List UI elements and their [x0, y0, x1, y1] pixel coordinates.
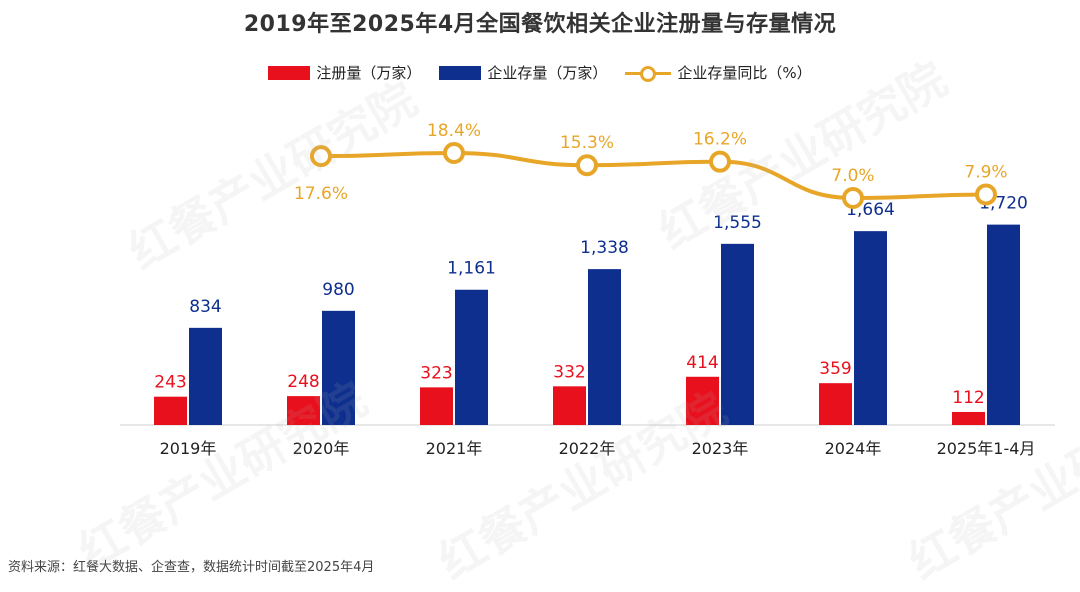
bar-registrations — [420, 387, 453, 425]
bar-registrations — [819, 383, 852, 425]
data-label-registrations: 323 — [420, 363, 452, 383]
point-yoy — [975, 183, 997, 206]
legend-swatch-stock — [439, 65, 482, 80]
data-label-registrations: 112 — [952, 388, 984, 408]
data-label-yoy: 17.6% — [294, 184, 348, 204]
point-yoy — [576, 154, 598, 177]
bar-registrations — [287, 396, 320, 425]
data-label-registrations: 359 — [819, 359, 851, 379]
data-label-registrations: 243 — [154, 373, 186, 393]
bar-stock — [854, 231, 887, 425]
data-label-stock: 1,555 — [713, 213, 762, 233]
legend-label-registrations: 注册量（万家） — [316, 64, 422, 82]
bar-registrations — [154, 396, 187, 425]
bar-stock — [588, 269, 621, 425]
x-tick-label: 2023年 — [692, 439, 749, 458]
data-label-registrations: 248 — [287, 372, 319, 392]
point-yoy — [310, 145, 332, 168]
data-label-yoy: 16.2% — [693, 130, 747, 150]
line-yoy — [320, 150, 987, 201]
data-label-yoy: 7.9% — [964, 162, 1007, 182]
legend-label-stock: 企业存量（万家） — [487, 64, 608, 82]
bar-registrations — [952, 411, 985, 425]
data-label-yoy: 7.0% — [831, 166, 874, 186]
bar-stock — [721, 243, 754, 425]
chart-legend: 注册量（万家） 企业存量（万家） 企业存量同比（%） — [0, 62, 1080, 83]
point-yoy — [709, 150, 731, 173]
x-tick-label: 2024年 — [825, 439, 882, 458]
x-tick-label: 2019年 — [160, 439, 217, 458]
x-tick-label: 2025年1-4月 — [937, 439, 1036, 458]
bar-stock — [189, 327, 222, 425]
bar-stock — [322, 310, 355, 425]
point-yoy — [443, 142, 465, 164]
legend-item-registrations: 注册量（万家） — [268, 62, 421, 83]
legend-swatch-registrations — [268, 65, 311, 80]
data-label-yoy: 15.3% — [560, 133, 614, 153]
x-tick-label: 2021年 — [426, 439, 483, 458]
bar-stock — [987, 224, 1020, 425]
data-label-stock: 1,338 — [580, 238, 629, 258]
chart-plot: 243 834 2019年 248 980 2020年 323 1,161 2021年 332 1,… — [120, 121, 1055, 458]
legend-item-stock: 企业存量（万家） — [439, 62, 607, 83]
point-yoy — [842, 187, 864, 209]
legend-item-yoy: 企业存量同比（%） — [625, 62, 812, 83]
bar-stock — [455, 289, 488, 425]
data-label-registrations: 332 — [553, 362, 585, 382]
x-tick-label: 2022年 — [559, 439, 616, 458]
chart-title: 2019年至2025年4月全国餐饮相关企业注册量与存量情况 — [243, 12, 837, 37]
legend-label-yoy: 企业存量同比（%） — [677, 64, 812, 82]
data-label-yoy: 18.4% — [427, 121, 481, 141]
bar-registrations — [686, 376, 719, 425]
data-label-stock: 834 — [189, 297, 221, 317]
x-tick-label: 2020年 — [293, 439, 350, 458]
legend-swatch-yoy — [625, 65, 672, 82]
data-label-registrations: 414 — [686, 353, 718, 373]
data-label-stock: 1,161 — [447, 259, 496, 279]
data-label-stock: 980 — [322, 280, 354, 300]
bar-registrations — [553, 386, 586, 425]
source-note: 资料来源：红餐大数据、企查查，数据统计时间截至2025年4月 — [8, 560, 375, 575]
